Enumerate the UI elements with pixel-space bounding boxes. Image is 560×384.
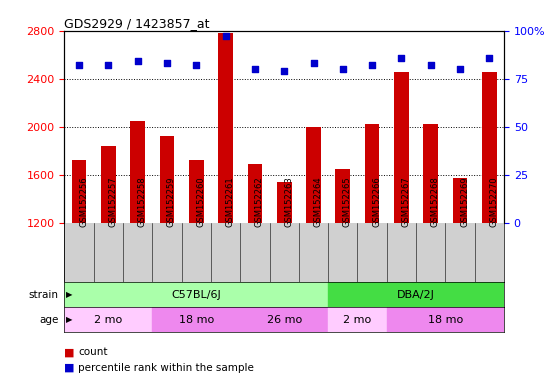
- Bar: [240, 307, 328, 332]
- Point: [456, 66, 465, 72]
- Bar: [394, 71, 409, 223]
- Text: DBA/2J: DBA/2J: [397, 290, 435, 300]
- Bar: [64, 307, 152, 332]
- Bar: [152, 307, 240, 332]
- Text: 26 mo: 26 mo: [267, 314, 302, 325]
- Bar: [387, 307, 504, 332]
- Text: GSM152256: GSM152256: [79, 177, 88, 227]
- Point: [104, 62, 113, 68]
- Bar: [328, 307, 387, 332]
- Point: [250, 66, 259, 72]
- Bar: [189, 161, 204, 223]
- Point: [162, 60, 171, 66]
- Bar: [335, 169, 350, 223]
- Text: 2 mo: 2 mo: [94, 314, 123, 325]
- Point: [280, 68, 289, 74]
- Text: ▶: ▶: [66, 290, 72, 299]
- Text: GSM152260: GSM152260: [197, 177, 206, 227]
- Text: GSM152268: GSM152268: [431, 177, 440, 227]
- Text: GSM152258: GSM152258: [138, 177, 147, 227]
- Bar: [365, 124, 380, 223]
- Text: GSM152265: GSM152265: [343, 177, 352, 227]
- Bar: [328, 282, 504, 307]
- Bar: [130, 121, 145, 223]
- Text: 18 mo: 18 mo: [428, 314, 463, 325]
- Point: [485, 55, 494, 61]
- Text: GSM152270: GSM152270: [489, 177, 498, 227]
- Text: 2 mo: 2 mo: [343, 314, 372, 325]
- Text: ■: ■: [64, 347, 78, 357]
- Bar: [277, 182, 292, 223]
- Text: percentile rank within the sample: percentile rank within the sample: [78, 362, 254, 372]
- Text: GSM152259: GSM152259: [167, 177, 176, 227]
- Text: ■: ■: [64, 362, 78, 372]
- Text: GSM152263: GSM152263: [284, 177, 293, 227]
- Bar: [423, 124, 438, 223]
- Text: count: count: [78, 347, 108, 357]
- Bar: [72, 161, 86, 223]
- Text: GSM152261: GSM152261: [226, 177, 235, 227]
- Text: strain: strain: [29, 290, 59, 300]
- Point: [192, 62, 201, 68]
- Text: GSM152264: GSM152264: [314, 177, 323, 227]
- Point: [338, 66, 347, 72]
- Point: [367, 62, 376, 68]
- Point: [426, 62, 435, 68]
- Bar: [64, 282, 328, 307]
- Text: GSM152267: GSM152267: [402, 177, 410, 227]
- Bar: [248, 164, 262, 223]
- Bar: [101, 146, 116, 223]
- Point: [133, 58, 142, 65]
- Text: ▶: ▶: [66, 315, 72, 324]
- Point: [74, 62, 83, 68]
- Text: GSM152262: GSM152262: [255, 177, 264, 227]
- Bar: [160, 136, 174, 223]
- Text: GDS2929 / 1423857_at: GDS2929 / 1423857_at: [64, 17, 210, 30]
- Text: 18 mo: 18 mo: [179, 314, 214, 325]
- Bar: [482, 71, 497, 223]
- Text: GSM152266: GSM152266: [372, 177, 381, 227]
- Text: C57BL/6J: C57BL/6J: [171, 290, 221, 300]
- Point: [309, 60, 318, 66]
- Bar: [452, 178, 468, 223]
- Bar: [306, 127, 321, 223]
- Text: GSM152269: GSM152269: [460, 177, 469, 227]
- Text: age: age: [39, 314, 59, 325]
- Text: GSM152257: GSM152257: [109, 177, 118, 227]
- Point: [221, 33, 230, 40]
- Point: [397, 55, 406, 61]
- Bar: [218, 33, 233, 223]
